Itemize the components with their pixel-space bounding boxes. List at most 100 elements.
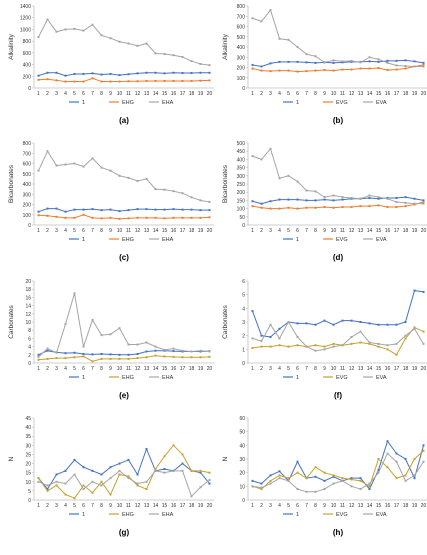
data-point-eva — [377, 471, 380, 474]
data-point-evg — [341, 68, 344, 71]
y-tick-label: 800 — [23, 39, 32, 45]
data-point-ehg — [55, 215, 58, 218]
data-point-1 — [305, 61, 308, 64]
data-point-eva — [422, 65, 425, 68]
data-point-ehg — [100, 357, 103, 360]
y-tick-label: 30 — [25, 443, 31, 449]
x-tick-label: 20 — [421, 228, 427, 234]
data-point-eva — [422, 460, 425, 463]
data-point-ehg — [109, 216, 112, 219]
data-point-1 — [82, 208, 85, 211]
data-point-eva — [296, 46, 299, 48]
data-point-evg — [368, 485, 371, 488]
x-tick-label: 10 — [331, 366, 337, 372]
data-point-evg — [422, 201, 425, 204]
x-tick-label: 5 — [287, 503, 290, 509]
data-point-eha — [100, 34, 103, 37]
data-point-ehg — [91, 216, 94, 219]
data-point-eva — [350, 59, 353, 62]
data-point-evg — [413, 458, 416, 460]
data-point-1 — [46, 488, 49, 491]
y-tick-label: 100 — [237, 207, 246, 213]
data-point-1 — [404, 458, 407, 460]
data-point-evg — [251, 205, 254, 208]
data-point-eha — [73, 27, 76, 30]
data-point-1 — [314, 61, 317, 64]
data-point-ehg — [82, 355, 85, 358]
data-point-evg — [323, 205, 326, 208]
x-tick-label: 9 — [323, 366, 326, 372]
data-point-1 — [136, 208, 139, 211]
x-tick-label: 17 — [394, 91, 400, 97]
data-point-1 — [350, 319, 353, 322]
data-point-1 — [269, 336, 272, 339]
panel-label: (a) — [119, 116, 129, 125]
data-point-eva — [296, 336, 299, 339]
data-point-evg — [296, 471, 299, 474]
data-point-1 — [395, 59, 398, 62]
data-point-ehg — [154, 354, 157, 357]
data-point-eha — [100, 334, 103, 337]
data-point-1 — [260, 65, 263, 68]
data-point-eha — [82, 345, 85, 348]
data-point-1 — [82, 72, 85, 75]
x-tick-label: 14 — [367, 503, 373, 509]
y-tick-label: 100 — [237, 76, 246, 82]
data-point-eha — [46, 484, 49, 487]
data-point-eva — [359, 330, 362, 333]
panel-label: (e) — [119, 391, 129, 400]
legend-label: EHA — [162, 375, 174, 381]
x-tick-label: 18 — [403, 91, 409, 97]
x-tick-label: 1 — [251, 503, 254, 509]
data-point-evg — [386, 205, 389, 208]
data-point-1 — [413, 197, 416, 200]
data-point-1 — [296, 460, 299, 463]
y-tick-label: 0 — [242, 223, 245, 229]
data-point-ehg — [91, 77, 94, 80]
x-tick-label: 15 — [376, 91, 382, 97]
y-tick-label: 2 — [28, 353, 31, 359]
data-point-eha — [109, 169, 112, 172]
series-line-ehg — [38, 77, 210, 83]
series-line-1 — [252, 196, 424, 205]
data-point-eha — [55, 30, 58, 33]
y-tick-label: 6 — [242, 279, 245, 285]
data-point-eva — [323, 61, 326, 64]
data-point-eva — [413, 474, 416, 477]
data-point-ehg — [118, 357, 121, 360]
data-point-evg — [404, 337, 407, 340]
data-point-ehg — [208, 471, 211, 474]
x-tick-label: 19 — [198, 228, 204, 234]
data-point-1 — [413, 289, 416, 292]
x-tick-label: 15 — [376, 228, 382, 234]
data-point-eha — [55, 480, 58, 483]
series-line-1 — [252, 440, 424, 490]
data-point-evg — [350, 478, 353, 481]
legend-label: EVA — [376, 100, 387, 106]
x-tick-label: 8 — [314, 366, 317, 372]
data-point-eha — [145, 177, 148, 180]
x-tick-label: 7 — [91, 228, 94, 234]
x-tick-label: 3 — [269, 228, 272, 234]
data-point-1 — [323, 198, 326, 201]
data-point-ehg — [181, 356, 184, 359]
x-tick-label: 2 — [46, 366, 49, 372]
data-point-eva — [377, 196, 380, 199]
x-tick-label: 17 — [394, 366, 400, 372]
x-tick-label: 10 — [117, 503, 123, 509]
data-point-eva — [386, 197, 389, 200]
data-point-evg — [368, 205, 371, 208]
data-point-eha — [127, 42, 130, 45]
x-tick-label: 5 — [287, 91, 290, 97]
x-tick-label: 4 — [64, 228, 67, 234]
series-line-evg — [252, 64, 424, 73]
data-point-eva — [359, 61, 362, 64]
legend-label: 1 — [82, 512, 85, 518]
data-point-eva — [323, 196, 326, 199]
x-tick-label: 9 — [109, 91, 112, 97]
data-point-ehg — [46, 489, 49, 492]
x-tick-label: 6 — [82, 91, 85, 97]
data-point-1 — [332, 199, 335, 202]
